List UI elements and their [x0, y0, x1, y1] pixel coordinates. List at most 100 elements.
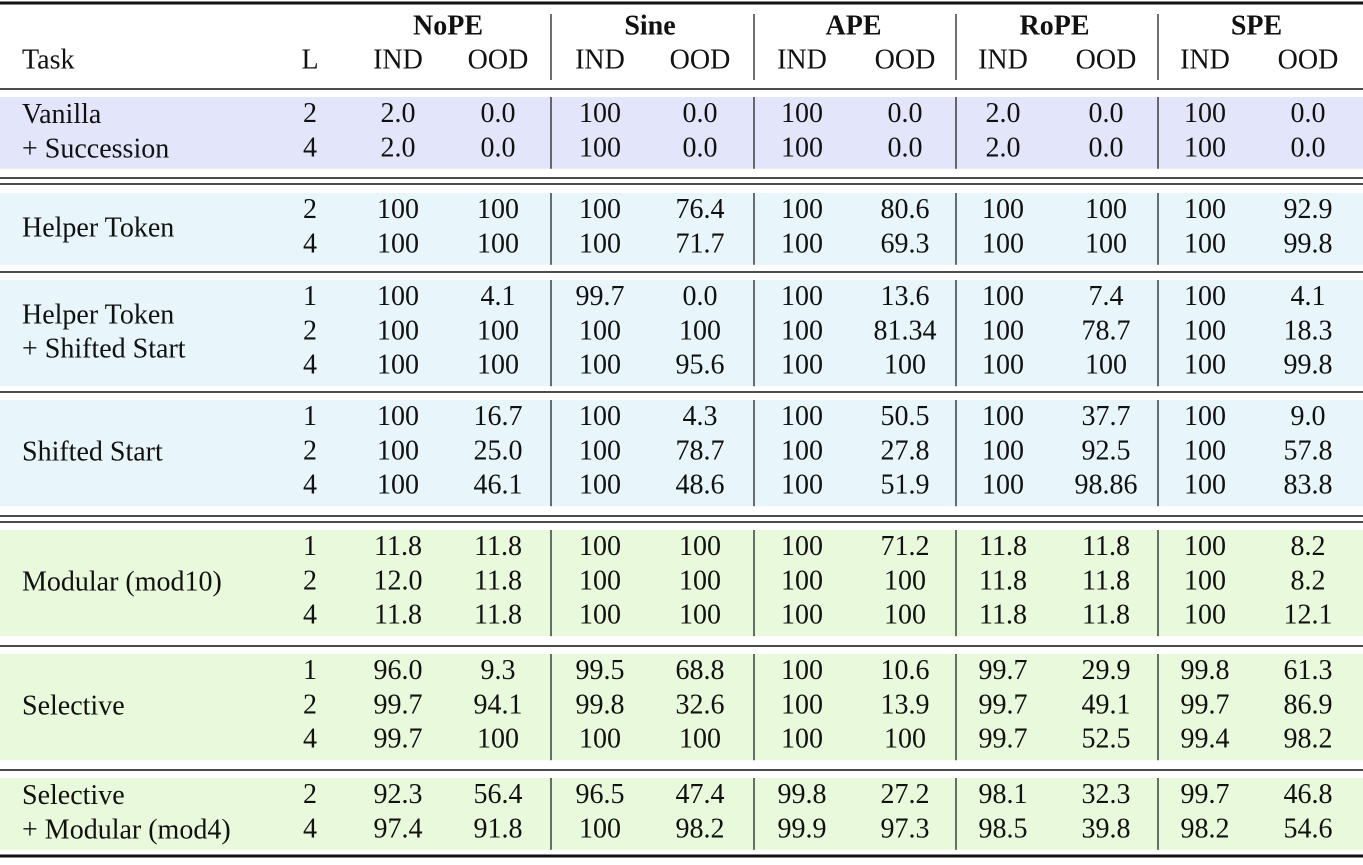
cell-value: 100 — [1184, 470, 1226, 501]
task-label: Helper Token — [22, 212, 174, 243]
cell-value: 11.8 — [374, 531, 422, 562]
cell-value: 78.7 — [676, 435, 725, 466]
cell-value: 8.2 — [1291, 565, 1326, 596]
sub-header: IND — [373, 44, 423, 75]
cell-value: 2.0 — [986, 98, 1021, 129]
cell-value: 100 — [781, 132, 823, 163]
cell-value: 100 — [679, 315, 721, 346]
cell-value: 46.8 — [1284, 779, 1333, 810]
cell-value: 100 — [781, 689, 823, 720]
cell-value: 100 — [781, 470, 823, 501]
cell-value: 100 — [1184, 132, 1226, 163]
sub-header: IND — [575, 44, 625, 75]
cell-value: 100 — [377, 228, 419, 259]
cell-value: 11.8 — [474, 531, 522, 562]
cell-value: 100 — [781, 315, 823, 346]
cell-value: 99.8 — [778, 779, 827, 810]
l-value: 1 — [303, 281, 317, 312]
sub-header: OOD — [1278, 44, 1339, 75]
cell-value: 100 — [477, 724, 519, 755]
cell-value: 83.8 — [1284, 470, 1333, 501]
cell-value: 49.1 — [1082, 689, 1131, 720]
cell-value: 37.7 — [1082, 401, 1131, 432]
cell-value: 98.2 — [1181, 813, 1230, 844]
cell-value: 100 — [781, 655, 823, 686]
cell-value: 100 — [579, 813, 621, 844]
cell-value: 100 — [781, 194, 823, 225]
cell-value: 27.8 — [881, 435, 930, 466]
cell-value: 92.9 — [1284, 194, 1333, 225]
cell-value: 100 — [1184, 98, 1226, 129]
cell-value: 100 — [477, 194, 519, 225]
cell-value: 100 — [579, 724, 621, 755]
cell-value: 100 — [679, 724, 721, 755]
cell-value: 100 — [1184, 228, 1226, 259]
section-background — [0, 654, 1363, 761]
group-header: RoPE — [1020, 10, 1090, 41]
cell-value: 96.5 — [576, 779, 625, 810]
l-header: L — [301, 44, 318, 75]
cell-value: 4.1 — [1291, 281, 1326, 312]
cell-value: 100 — [579, 315, 621, 346]
group-header: APE — [826, 10, 882, 41]
cell-value: 0.0 — [481, 132, 516, 163]
cell-value: 100 — [679, 600, 721, 631]
l-value: 4 — [303, 470, 317, 501]
task-label: Helper Token — [22, 299, 174, 330]
cell-value: 100 — [1085, 228, 1127, 259]
cell-value: 0.0 — [481, 98, 516, 129]
cell-value: 100 — [579, 228, 621, 259]
cell-value: 32.6 — [676, 689, 725, 720]
cell-value: 13.9 — [881, 689, 930, 720]
sub-header: OOD — [670, 44, 731, 75]
cell-value: 100 — [982, 228, 1024, 259]
cell-value: 11.8 — [474, 600, 522, 631]
cell-value: 100 — [884, 724, 926, 755]
cell-value: 100 — [1184, 194, 1226, 225]
l-value: 2 — [303, 779, 317, 810]
cell-value: 100 — [377, 315, 419, 346]
cell-value: 99.7 — [979, 724, 1028, 755]
cell-value: 99.7 — [979, 689, 1028, 720]
l-value: 1 — [303, 531, 317, 562]
task-label: Modular (mod10) — [22, 567, 222, 598]
cell-value: 98.1 — [979, 779, 1028, 810]
l-value: 4 — [303, 350, 317, 381]
cell-value: 0.0 — [683, 132, 718, 163]
l-value: 4 — [303, 813, 317, 844]
cell-value: 100 — [781, 281, 823, 312]
cell-value: 9.0 — [1291, 401, 1326, 432]
cell-value: 86.9 — [1284, 689, 1333, 720]
cell-value: 99.7 — [576, 281, 625, 312]
cell-value: 16.7 — [474, 401, 523, 432]
cell-value: 100 — [679, 565, 721, 596]
cell-value: 100 — [781, 565, 823, 596]
cell-value: 100 — [781, 401, 823, 432]
cell-value: 100 — [781, 350, 823, 381]
section-background — [0, 400, 1363, 507]
cell-value: 46.1 — [474, 470, 523, 501]
cell-value: 51.9 — [881, 470, 930, 501]
cell-value: 100 — [982, 281, 1024, 312]
l-value: 1 — [303, 401, 317, 432]
cell-value: 54.6 — [1284, 813, 1333, 844]
cell-value: 97.3 — [881, 813, 930, 844]
cell-value: 94.1 — [474, 689, 523, 720]
cell-value: 50.5 — [881, 401, 930, 432]
section-background — [0, 280, 1363, 387]
cell-value: 100 — [884, 350, 926, 381]
cell-value: 100 — [1184, 401, 1226, 432]
cell-value: 11.8 — [979, 600, 1027, 631]
cell-value: 4.3 — [683, 401, 718, 432]
cell-value: 91.8 — [474, 813, 523, 844]
cell-value: 100 — [1184, 281, 1226, 312]
cell-value: 39.8 — [1082, 813, 1131, 844]
cell-value: 100 — [579, 401, 621, 432]
cell-value: 97.4 — [374, 813, 423, 844]
cell-value: 100 — [377, 281, 419, 312]
cell-value: 11.8 — [1082, 531, 1130, 562]
cell-value: 100 — [1085, 194, 1127, 225]
cell-value: 100 — [982, 315, 1024, 346]
cell-value: 11.8 — [979, 565, 1027, 596]
